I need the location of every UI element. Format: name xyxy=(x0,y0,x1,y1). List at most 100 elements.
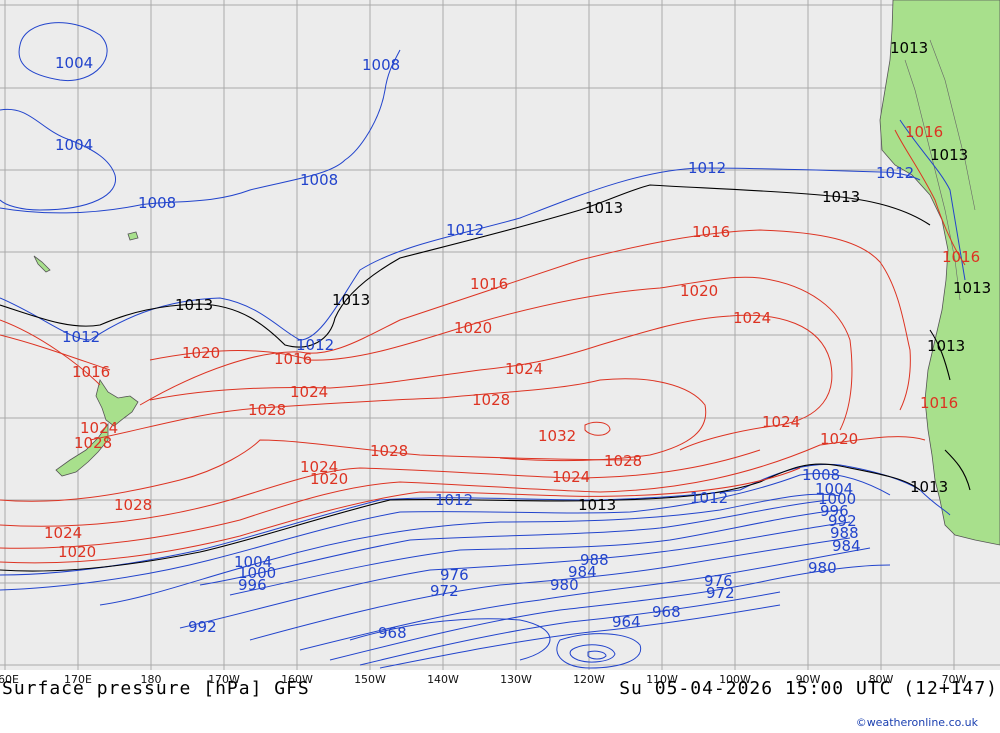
label-1013: 1013 xyxy=(585,199,623,217)
label-1024: 1024 xyxy=(80,419,118,437)
lon-label: 140W xyxy=(427,673,459,686)
label-1013: 1013 xyxy=(927,337,965,355)
label-1028: 1028 xyxy=(248,401,286,419)
lon-label: 90W xyxy=(795,673,821,686)
new-zealand-north-island xyxy=(95,379,139,427)
label-1020: 1020 xyxy=(58,543,96,561)
lon-label: 70W xyxy=(941,673,967,686)
label-1032: 1032 xyxy=(538,427,576,445)
label-1013: 1013 xyxy=(578,496,616,514)
lon-label: 100W xyxy=(719,673,751,686)
label-1024: 1024 xyxy=(505,360,543,378)
isobar-1028 xyxy=(89,378,707,462)
label-1028: 1028 xyxy=(472,391,510,409)
isobar-1013-north xyxy=(0,184,931,348)
label-968: 968 xyxy=(378,624,407,642)
isobar-972 xyxy=(379,604,781,669)
label-1028: 1028 xyxy=(604,452,642,470)
lon-label: 110W xyxy=(646,673,678,686)
label-968: 968 xyxy=(652,603,681,621)
isobar-980 xyxy=(329,564,891,661)
isobar-1004-west xyxy=(0,108,117,211)
fiji-island xyxy=(127,231,139,241)
lon-label: 130W xyxy=(500,673,532,686)
label-1016: 1016 xyxy=(905,123,943,141)
label-1012: 1012 xyxy=(296,336,334,354)
label-984: 984 xyxy=(568,563,597,581)
label-992: 992 xyxy=(828,512,857,530)
label-1013: 1013 xyxy=(910,478,948,496)
lon-label: 120W xyxy=(573,673,605,686)
label-1016: 1016 xyxy=(942,248,980,266)
label-972: 972 xyxy=(706,584,735,602)
isobar-1000 xyxy=(199,499,831,586)
andes-relief xyxy=(904,39,976,301)
label-1024: 1024 xyxy=(300,458,338,476)
label-1004: 1004 xyxy=(55,54,93,72)
label-1013: 1013 xyxy=(175,296,213,314)
label-1016: 1016 xyxy=(470,275,508,293)
label-1012: 1012 xyxy=(876,164,914,182)
isobar-964 xyxy=(556,633,642,669)
map-title: Surface pressure [hPa] GFS xyxy=(2,678,310,699)
label-1016: 1016 xyxy=(692,223,730,241)
forecast-datetime: Su 05-04-2026 15:00 UTC (12+147) xyxy=(619,678,998,699)
label-1028: 1028 xyxy=(74,434,112,452)
isobar-1016 xyxy=(0,229,911,411)
isobar-1013-south xyxy=(0,463,921,572)
isobar-956 xyxy=(587,650,607,660)
label-1008: 1008 xyxy=(300,171,338,189)
label-1020: 1020 xyxy=(454,319,492,337)
lon-label: 170W xyxy=(208,673,240,686)
label-996: 996 xyxy=(238,576,267,594)
lat-lon-grid xyxy=(0,0,1000,670)
label-1020: 1020 xyxy=(310,470,348,488)
label-1012: 1012 xyxy=(62,328,100,346)
isobar-976 xyxy=(359,591,781,666)
label-1008: 1008 xyxy=(802,466,840,484)
isobar-1008-south xyxy=(0,473,891,591)
label-1016: 1016 xyxy=(72,363,110,381)
low-pressure-isobars xyxy=(0,22,966,669)
isobar-968 xyxy=(349,618,551,661)
label-1000: 1000 xyxy=(238,564,276,582)
map-footer xyxy=(0,670,1000,733)
isobar-1016-chile xyxy=(894,129,966,266)
label-1013: 1013 xyxy=(953,279,991,297)
south-america-land xyxy=(879,0,1000,546)
label-1013: 1013 xyxy=(822,188,860,206)
label-1012: 1012 xyxy=(688,159,726,177)
label-1004: 1004 xyxy=(234,553,272,571)
credit-link[interactable]: ©weatheronline.co.uk xyxy=(855,716,978,729)
isobar-1016-south xyxy=(0,467,801,564)
label-1008: 1008 xyxy=(362,56,400,74)
label-988: 988 xyxy=(830,524,859,542)
label-1013: 1013 xyxy=(930,146,968,164)
isobar-1028-south xyxy=(0,439,641,502)
map-canvas: 1004 1008 1004 1008 1008 1012 1012 1012 … xyxy=(0,0,1000,670)
lon-label: 150W xyxy=(354,673,386,686)
label-1024: 1024 xyxy=(762,413,800,431)
isobar-1024 xyxy=(149,314,833,451)
label-1013: 1013 xyxy=(890,39,928,57)
isobar-1024-south xyxy=(0,449,761,527)
isobar-992 xyxy=(179,521,851,629)
label-1020: 1020 xyxy=(680,282,718,300)
label-1020: 1020 xyxy=(820,430,858,448)
label-1024: 1024 xyxy=(733,309,771,327)
isobar-labels: 1004 1008 1004 1008 1008 1012 1012 1012 … xyxy=(44,39,991,642)
label-1000: 1000 xyxy=(818,490,856,508)
isobar-1020-south xyxy=(0,436,926,549)
label-1024: 1024 xyxy=(44,524,82,542)
isobar-1020 xyxy=(0,276,853,431)
isobar-1004-south xyxy=(99,493,841,606)
label-1004: 1004 xyxy=(55,136,93,154)
label-980: 980 xyxy=(808,559,837,577)
label-972: 972 xyxy=(430,582,459,600)
label-1012: 1012 xyxy=(690,489,728,507)
label-976: 976 xyxy=(440,566,469,584)
new-caledonia xyxy=(33,255,51,273)
isobar-1004-north xyxy=(18,22,108,82)
isobar-1008-north xyxy=(0,49,401,214)
isobar-chile-1012 xyxy=(899,119,966,281)
